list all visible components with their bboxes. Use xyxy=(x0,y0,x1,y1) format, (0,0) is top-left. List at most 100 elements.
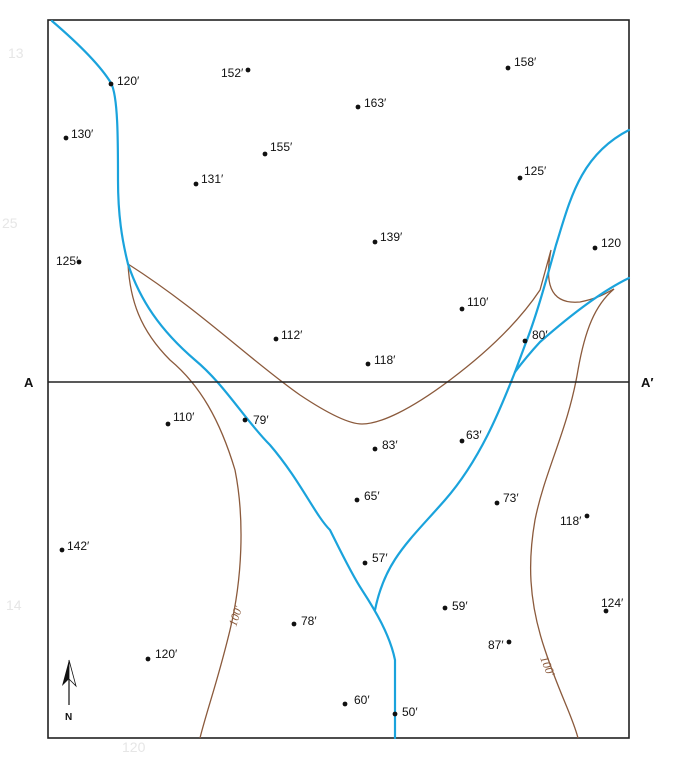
stream-right-upper xyxy=(513,128,631,374)
spot-elevation: 163′ xyxy=(355,96,387,110)
spot-elevation: 158′ xyxy=(505,55,537,71)
spot-elevation-label: 158′ xyxy=(514,55,537,69)
spot-point xyxy=(372,446,378,452)
spot-elevation-label: 78′ xyxy=(301,614,317,628)
spot-point xyxy=(522,338,528,344)
spot-elevation: 57′ xyxy=(362,551,388,566)
spot-elevation-label: 152′ xyxy=(221,66,244,80)
spot-point xyxy=(355,104,361,110)
stream-right-east xyxy=(513,276,631,374)
spot-point xyxy=(242,417,248,423)
spot-elevation-label: 73′ xyxy=(503,491,519,505)
spot-elevation-label: 63′ xyxy=(466,428,482,442)
spot-elevation-label: 60′ xyxy=(354,693,370,707)
spot-point xyxy=(365,361,371,367)
spot-elevation: 110′ xyxy=(459,295,489,312)
section-label-a-prime: A′ xyxy=(641,375,654,390)
spot-point xyxy=(145,656,151,662)
spot-point xyxy=(291,621,297,627)
spot-point xyxy=(262,151,268,157)
spot-point xyxy=(273,336,279,342)
spot-point xyxy=(245,67,251,73)
spot-elevation-label: 50′ xyxy=(402,705,418,719)
svg-text:120: 120 xyxy=(122,739,146,755)
spot-point xyxy=(505,65,511,71)
spot-elevation: 63′ xyxy=(459,428,482,444)
contour-line-right xyxy=(529,288,615,739)
stream-right-lower xyxy=(373,370,517,612)
spot-point xyxy=(517,175,523,181)
svg-text:14: 14 xyxy=(6,597,22,613)
spot-elevation-label: 57′ xyxy=(372,551,388,565)
spot-elevation-label: 125′ xyxy=(524,164,547,178)
spot-point xyxy=(108,81,114,87)
stream-main xyxy=(126,262,397,740)
spot-elevation: 110′ xyxy=(165,410,195,427)
spot-elevation: 79′ xyxy=(242,413,269,427)
stream-upper-left xyxy=(50,19,130,266)
contour-line-upper xyxy=(127,249,615,425)
spot-point xyxy=(506,639,512,645)
spot-elevation-label: 83′ xyxy=(382,438,398,452)
spot-elevation-label: 87′ xyxy=(488,638,504,652)
spot-point xyxy=(76,259,82,265)
spot-elevation: 139′ xyxy=(372,230,403,245)
spot-elevation-label: 130′ xyxy=(71,127,94,141)
spot-point xyxy=(442,605,448,611)
spot-elevation: 152′ xyxy=(221,66,251,80)
spot-elevations: 120′ 152′ 158′ 163′ 130′ 155′ 131′ 125′ … xyxy=(56,55,624,719)
spot-point xyxy=(459,306,465,312)
spot-elevation: 87′ xyxy=(488,638,512,652)
north-arrow-icon xyxy=(62,660,69,686)
spot-elevation-label: 80′ xyxy=(532,328,548,342)
spot-elevation: 112′ xyxy=(273,328,303,342)
spot-elevation-label: 139′ xyxy=(380,230,403,244)
spot-elevation: 78′ xyxy=(291,614,317,628)
spot-elevation-label: 59′ xyxy=(452,599,468,613)
spot-point xyxy=(193,181,199,187)
spot-elevation: 142′ xyxy=(59,539,90,553)
spot-point xyxy=(342,701,348,707)
contour-line-left xyxy=(127,263,242,739)
spot-elevation: 124′ xyxy=(601,596,624,614)
spot-point xyxy=(592,245,598,251)
spot-point xyxy=(354,497,360,503)
spot-point xyxy=(63,135,69,141)
spot-elevation: 118′ xyxy=(560,513,590,528)
spot-elevation: 130′ xyxy=(63,127,94,141)
spot-elevation-label: 118′ xyxy=(374,353,396,367)
spot-elevation-label: 118′ xyxy=(560,514,582,528)
spot-elevation-label: 120′ xyxy=(117,74,140,88)
spot-elevation-label: 110′ xyxy=(467,295,489,309)
north-arrow: N xyxy=(62,659,77,723)
contour-label: 100′ xyxy=(537,654,558,679)
spot-elevation-label: 120′ xyxy=(155,647,178,661)
spot-elevation: 50′ xyxy=(392,705,418,719)
spot-elevation-label: 131′ xyxy=(201,172,224,186)
spot-elevation: 120′ xyxy=(108,74,140,88)
spot-elevation: 60′ xyxy=(342,693,370,707)
spot-elevation-label: 65′ xyxy=(364,489,380,503)
spot-elevation-label: 125′ xyxy=(56,254,79,268)
section-label-a: A xyxy=(24,375,34,390)
spot-elevation: 118′ xyxy=(365,353,396,367)
spot-elevation-label: 79′ xyxy=(253,413,269,427)
spot-point xyxy=(165,421,171,427)
map-frame xyxy=(47,19,630,739)
spot-point xyxy=(603,608,609,614)
spot-point xyxy=(584,513,590,519)
spot-elevation: 131′ xyxy=(193,172,224,187)
spot-elevation: 120′ xyxy=(145,647,178,662)
faint-background-marks: 13 25 14 120 xyxy=(2,45,146,755)
spot-point xyxy=(459,438,465,444)
spot-elevation: 73′ xyxy=(494,491,519,506)
spot-point xyxy=(494,500,500,506)
spot-elevation-label: 110′ xyxy=(173,410,195,424)
svg-text:25: 25 xyxy=(2,215,18,231)
north-label: N xyxy=(65,712,72,723)
spot-elevation: 155′ xyxy=(262,140,293,157)
spot-elevation-label: 163′ xyxy=(364,96,387,110)
spot-elevation-label: 155′ xyxy=(270,140,293,154)
spot-elevation-label: 112′ xyxy=(281,328,303,342)
